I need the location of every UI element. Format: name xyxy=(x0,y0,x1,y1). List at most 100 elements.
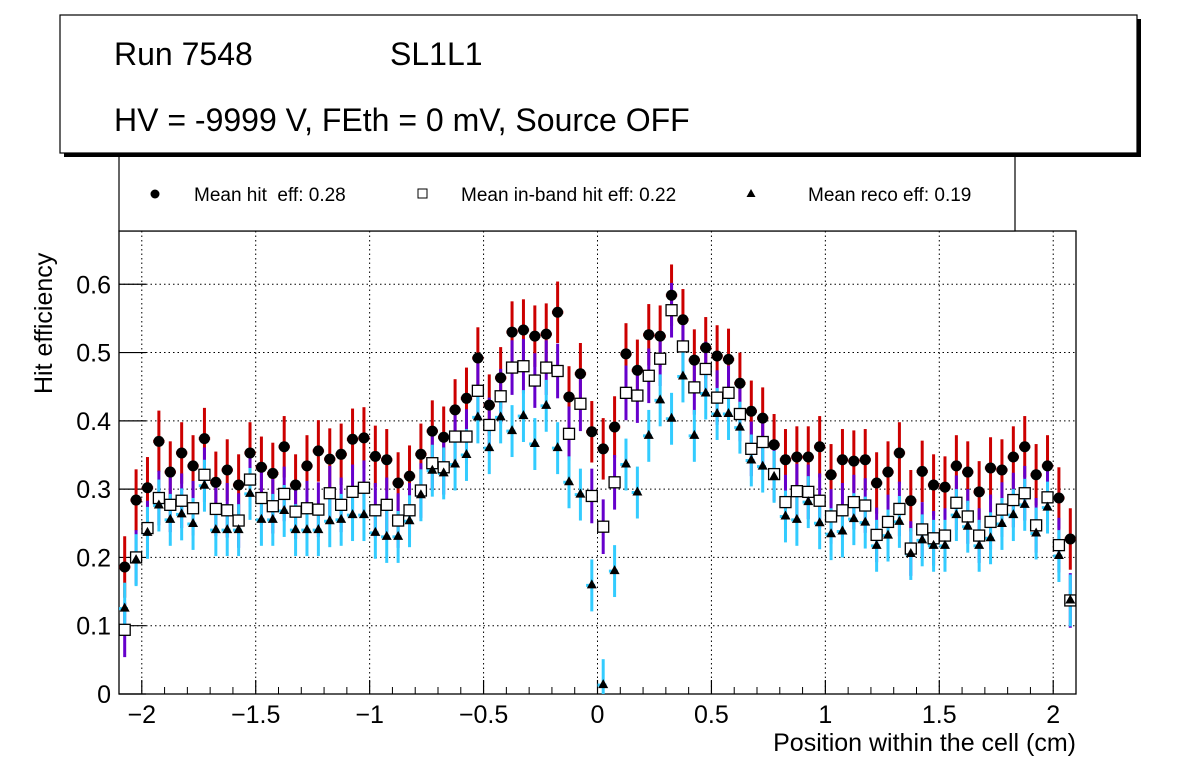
data-point-hit xyxy=(928,479,940,491)
title-box: Run 7548 SL1L1 HV = -9999 V, FEth = 0 mV… xyxy=(59,14,1141,157)
data-point-hit xyxy=(472,352,484,364)
data-point-reco xyxy=(700,387,711,397)
data-point-inband xyxy=(790,485,804,498)
data-point-hit xyxy=(290,479,302,491)
data-point-inband xyxy=(961,510,974,523)
y-tick-label: 0.5 xyxy=(76,340,111,368)
data-point-reco xyxy=(894,515,905,525)
data-point-inband xyxy=(1018,487,1031,500)
legend-marker-reco xyxy=(746,189,756,197)
data-point-reco xyxy=(199,479,210,489)
data-point-reco xyxy=(450,458,461,468)
data-point-inband xyxy=(380,498,393,511)
data-point-inband xyxy=(369,504,382,517)
data-point-inband xyxy=(619,386,633,399)
data-point-inband xyxy=(642,369,655,382)
data-point-reco xyxy=(655,394,666,404)
data-point-hit xyxy=(1042,460,1054,472)
data-point-hit xyxy=(119,561,131,573)
data-point-reco xyxy=(393,530,404,540)
data-point-inband xyxy=(494,390,507,403)
data-point-reco xyxy=(917,534,928,544)
x-tick-label: −2 xyxy=(128,701,157,729)
data-point-reco xyxy=(131,554,142,564)
data-point-hit xyxy=(244,447,256,459)
data-point-reco xyxy=(814,517,825,527)
data-point-reco xyxy=(586,579,597,589)
x-tick-label: 0 xyxy=(591,701,605,729)
data-point-reco xyxy=(381,530,392,540)
data-point-inband xyxy=(859,499,872,512)
data-point-reco xyxy=(347,509,358,519)
data-point-hit xyxy=(916,465,928,477)
data-point-inband xyxy=(346,485,359,499)
data-point-hit xyxy=(768,439,780,451)
data-point-reco xyxy=(974,539,985,549)
data-point-hit xyxy=(210,476,222,488)
data-point-hit xyxy=(426,425,438,437)
data-point-reco xyxy=(1019,498,1030,508)
data-point-hit xyxy=(392,477,404,489)
data-point-hit xyxy=(802,451,814,463)
data-point-hit xyxy=(233,479,245,491)
data-point-inband xyxy=(745,442,758,455)
y-tick-label: 0.2 xyxy=(76,544,111,572)
data-point-reco xyxy=(826,528,837,538)
data-point-hit xyxy=(893,447,905,459)
grid-lines xyxy=(119,231,1076,694)
x-tick-label: −1.5 xyxy=(231,701,280,729)
data-point-inband xyxy=(881,515,895,529)
data-point-reco xyxy=(290,524,301,534)
data-point-reco xyxy=(279,504,290,514)
data-point-hit xyxy=(278,441,290,453)
data-point-hit xyxy=(495,372,507,384)
data-point-inband xyxy=(528,374,541,387)
data-point-hit xyxy=(198,433,210,445)
x-tick-label: 2 xyxy=(1046,701,1060,729)
y-tick-label: 0.3 xyxy=(76,476,111,504)
data-point-reco xyxy=(666,412,677,422)
data-point-reco xyxy=(860,516,871,526)
data-point-hit xyxy=(187,460,199,472)
data-point-hit xyxy=(825,469,837,481)
data-point-hit xyxy=(574,368,586,380)
data-point-inband xyxy=(950,496,963,509)
data-point-inband xyxy=(608,476,621,489)
data-point-hit xyxy=(723,353,735,365)
axis-ticks xyxy=(118,283,1077,695)
data-point-inband xyxy=(198,468,211,481)
data-point-reco xyxy=(313,524,324,534)
data-point-hit xyxy=(153,435,165,447)
data-point-hit xyxy=(791,451,803,463)
data-point-reco xyxy=(552,442,563,452)
data-point-reco xyxy=(267,513,278,523)
conditions-label: HV = -9999 V, FEth = 0 mV, Source OFF xyxy=(114,102,690,138)
data-point-inband xyxy=(391,514,405,527)
data-point-reco xyxy=(438,467,449,477)
data-point-reco xyxy=(188,517,199,527)
data-point-hit xyxy=(255,461,267,473)
data-point-reco xyxy=(928,539,939,549)
data-point-hit xyxy=(711,350,723,362)
data-point-inband xyxy=(710,391,724,404)
data-point-reco xyxy=(996,517,1007,527)
data-point-hit xyxy=(1019,441,1031,453)
data-point-reco xyxy=(780,510,791,520)
data-point-inband xyxy=(266,500,279,513)
data-point-hit xyxy=(871,477,883,489)
data-point-inband xyxy=(779,495,792,509)
data-point-inband xyxy=(323,487,336,500)
data-point-hit xyxy=(369,450,381,462)
data-point-inband xyxy=(847,495,860,509)
data-point-inband xyxy=(654,352,667,365)
data-point-inband xyxy=(688,381,701,394)
data-point-inband xyxy=(824,510,838,523)
data-point-reco xyxy=(404,515,415,525)
data-point-inband xyxy=(699,362,712,376)
data-point-inband xyxy=(631,389,644,402)
data-point-hit xyxy=(506,326,518,338)
data-point-hit xyxy=(301,460,313,472)
data-point-reco xyxy=(848,513,859,523)
data-point-hit xyxy=(1007,451,1019,463)
data-point-reco xyxy=(336,513,347,523)
